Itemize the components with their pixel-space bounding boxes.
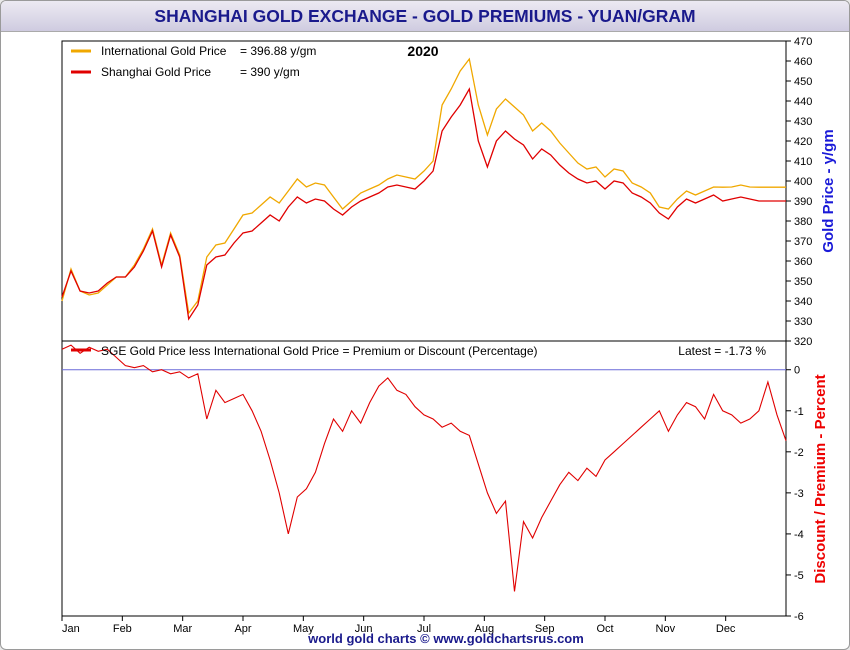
- x-tick-label: Jul: [417, 623, 431, 635]
- lower-series-group: [61, 344, 787, 592]
- upper-y-tick-label: 470: [794, 36, 812, 48]
- latest-value-annotation: Latest = -1.73 %: [678, 344, 766, 358]
- upper-y-axis-title: Gold Price - y/gm: [820, 129, 837, 252]
- upper-y-tick-label: 320: [794, 336, 812, 348]
- x-axis-month-ticks: Jan Feb Mar Apr May Jun Jul Aug Sep Oct Nov Dec: [61, 616, 736, 635]
- legend-label-premium: SGE Gold Price less International Gold P…: [101, 344, 538, 358]
- upper-series-group: [61, 57, 786, 321]
- x-tick-label: Oct: [596, 623, 613, 635]
- x-tick-label: Nov: [656, 623, 676, 635]
- upper-y-tick-label: 450: [794, 76, 812, 88]
- legend-label-international: International Gold Price: [101, 44, 227, 58]
- x-tick-label: Jun: [355, 623, 373, 635]
- upper-y-tick-label: 390: [794, 196, 812, 208]
- x-tick-label: Aug: [475, 623, 495, 635]
- lower-y-axis-title: Discount / Premium - Percent: [812, 374, 829, 583]
- x-tick-label: Feb: [113, 623, 132, 635]
- upper-panel-frame: [61, 40, 787, 342]
- chart-title-bar: SHANGHAI GOLD EXCHANGE - GOLD PREMIUMS -…: [1, 1, 849, 32]
- lower-y-tick-label: 0: [794, 365, 800, 377]
- footer-credit: world gold charts © www.goldchartsrus.co…: [307, 631, 584, 646]
- upper-y-tick-label: 460: [794, 56, 812, 68]
- x-tick-label: Mar: [173, 623, 192, 635]
- upper-y-tick-label: 340: [794, 296, 812, 308]
- upper-y-tick-label: 440: [794, 96, 812, 108]
- legend-value-international: = 396.88 y/gm: [240, 44, 316, 58]
- upper-y-tick-label: 350: [794, 276, 812, 288]
- upper-y-tick-label: 400: [794, 176, 812, 188]
- lower-y-tick-label: -6: [794, 611, 804, 623]
- x-tick-label: Jan: [62, 623, 80, 635]
- upper-chart-title: 2020: [407, 43, 438, 59]
- lower-panel-frame: [61, 340, 787, 617]
- upper-y-tick-label: 380: [794, 216, 812, 228]
- series-premium-line: [61, 344, 787, 592]
- upper-y-tick-label: 370: [794, 236, 812, 248]
- x-tick-label: May: [293, 623, 314, 635]
- upper-y-axis-ticks: 320 330 340 350 360 370 380 390 400 410 420 430 440 4…: [786, 36, 812, 348]
- upper-y-tick-label: 420: [794, 136, 812, 148]
- upper-y-tick-label: 330: [794, 316, 812, 328]
- x-tick-label: Sep: [535, 623, 555, 635]
- x-tick-label: Dec: [716, 623, 736, 635]
- lower-y-axis-ticks: -6 -5 -4 -3 -2 -1 0: [786, 365, 804, 623]
- lower-y-tick-label: -1: [794, 406, 804, 418]
- series-shanghai-gold-line: [61, 87, 786, 321]
- lower-y-tick-label: -2: [794, 447, 804, 459]
- x-tick-label: Apr: [234, 623, 251, 635]
- upper-y-tick-label: 430: [794, 116, 812, 128]
- legend-label-shanghai: Shanghai Gold Price: [101, 65, 211, 79]
- lower-y-tick-label: -4: [794, 529, 804, 541]
- lower-y-tick-label: -5: [794, 570, 804, 582]
- upper-y-tick-label: 410: [794, 156, 812, 168]
- lower-y-tick-label: -3: [794, 488, 804, 500]
- upper-y-tick-label: 360: [794, 256, 812, 268]
- legend-value-shanghai: = 390 y/gm: [240, 65, 300, 79]
